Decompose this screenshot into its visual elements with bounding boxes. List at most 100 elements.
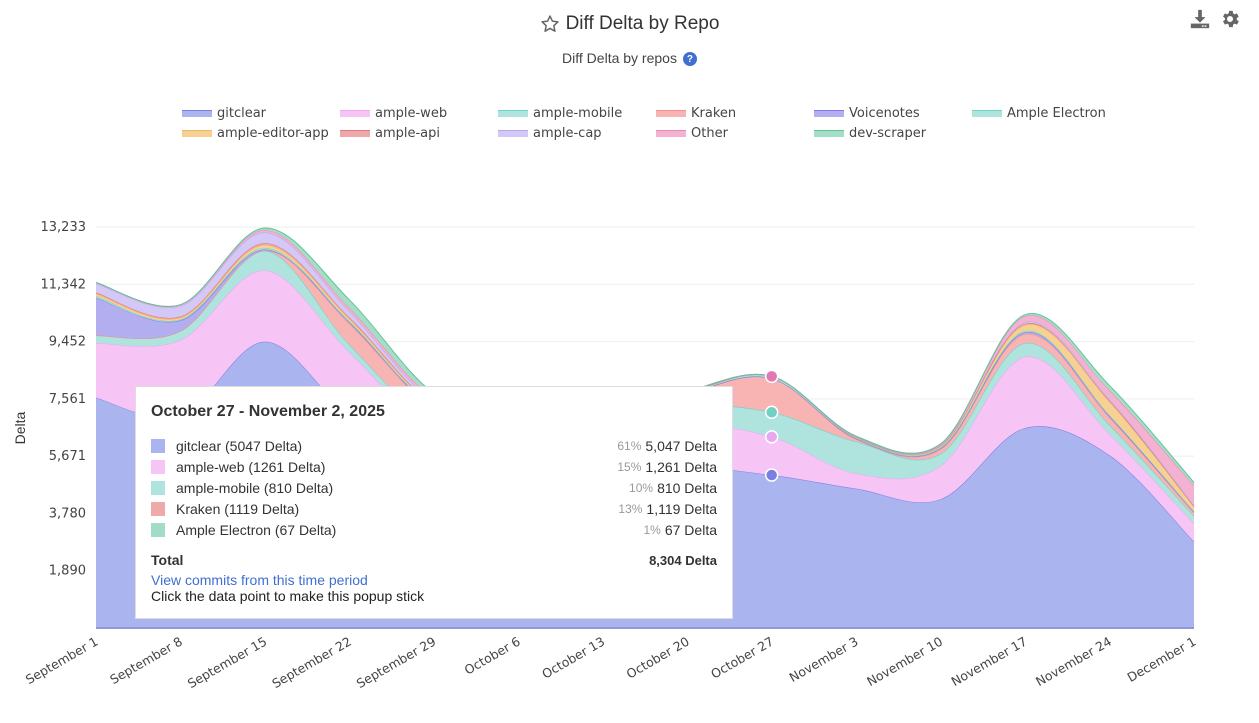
legend-item[interactable]: ample-cap xyxy=(498,124,656,142)
x-tick-label: November 3 xyxy=(787,634,861,685)
legend-swatch xyxy=(656,129,686,137)
chart-title: Diff Delta by Repo xyxy=(565,13,720,34)
hover-marker xyxy=(764,369,779,384)
x-tick-label: September 8 xyxy=(107,634,185,688)
tooltip-swatch xyxy=(151,480,165,495)
x-tick-label: September 29 xyxy=(354,634,439,691)
tooltip-row: Kraken (1119 Delta) 13% 1,119 Delta xyxy=(151,498,717,519)
tooltip-title: October 27 - November 2, 2025 xyxy=(151,403,385,420)
y-tick-label: 9,452 xyxy=(49,335,86,350)
tooltip-row-value: 1,261 Delta xyxy=(645,458,717,475)
tooltip-row-label: Kraken (1119 Delta) xyxy=(176,500,300,517)
chart-legend: gitclear ample-web ample-mobile Kraken Voice… xyxy=(182,104,1142,142)
legend-item[interactable]: ample-web xyxy=(340,104,498,122)
legend-item[interactable]: Kraken xyxy=(656,104,814,122)
tooltip-total-value: 8,304 Delta xyxy=(649,552,717,568)
legend-label: Other xyxy=(691,125,728,141)
y-tick-label: 1,890 xyxy=(49,564,86,579)
star-icon[interactable] xyxy=(540,14,560,34)
chart-subtitle-row: Diff Delta by repos ? xyxy=(0,50,1259,66)
x-tick-label: November 10 xyxy=(864,634,945,689)
legend-swatch xyxy=(340,109,370,117)
legend-item[interactable]: Other xyxy=(656,124,814,142)
tooltip-row-value: 810 Delta xyxy=(657,479,717,496)
tooltip-swatch xyxy=(151,459,165,474)
y-tick-label: 7,561 xyxy=(49,392,86,407)
legend-item[interactable]: ample-mobile xyxy=(498,104,656,122)
legend-item[interactable]: dev-scraper xyxy=(814,124,972,142)
x-tick-label: October 13 xyxy=(539,634,607,682)
y-axis: 1,890 3,780 5,671 7,561 9,452 11,342 13,233 xyxy=(41,220,87,579)
legend-label: dev-scraper xyxy=(849,125,927,141)
legend-item[interactable]: ample-api xyxy=(340,124,498,142)
x-tick-label: September 22 xyxy=(269,634,354,691)
hover-markers xyxy=(764,369,779,482)
tooltip-row: Ample Electron (67 Delta) 1% 67 Delta xyxy=(151,519,717,540)
tooltip-row-label: ample-mobile (810 Delta) xyxy=(176,479,334,496)
tooltip-swatch xyxy=(151,438,165,453)
y-tick-label: 5,671 xyxy=(49,449,86,464)
y-tick-label: 11,342 xyxy=(41,277,87,292)
x-tick-label: September 15 xyxy=(185,634,270,691)
tooltip-rows: gitclear (5047 Delta) 61% 5,047 Delta ample… xyxy=(151,435,717,540)
legend-label: Voicenotes xyxy=(849,105,920,121)
chart-toolbar xyxy=(1189,8,1241,30)
tooltip-row: ample-mobile (810 Delta) 10% 810 Delta xyxy=(151,477,717,498)
hover-marker xyxy=(764,468,779,482)
help-icon[interactable]: ? xyxy=(682,52,697,66)
legend-label: ample-mobile xyxy=(533,105,623,121)
legend-label: ample-api xyxy=(375,125,441,141)
legend-swatch xyxy=(814,109,844,117)
legend-item[interactable]: Ample Electron xyxy=(972,104,1130,122)
legend-swatch xyxy=(498,129,528,137)
tooltip-row-percent: 13% xyxy=(618,501,643,516)
tooltip-row-value: 5,047 Delta xyxy=(645,437,717,454)
legend-swatch xyxy=(182,129,212,137)
x-tick-label: December 1 xyxy=(1125,634,1199,685)
legend-swatch xyxy=(656,109,686,117)
tooltip-row-percent: 15% xyxy=(617,459,642,474)
legend-label: Kraken xyxy=(691,105,737,121)
x-tick-label: November 24 xyxy=(1033,634,1114,689)
tooltip-row: ample-web (1261 Delta) 15% 1,261 Delta xyxy=(151,456,717,477)
legend-item[interactable]: gitclear xyxy=(182,104,340,122)
gear-icon[interactable] xyxy=(1219,8,1241,30)
x-tick-label: October 27 xyxy=(708,634,776,682)
y-tick-label: 3,780 xyxy=(49,506,86,521)
legend-swatch xyxy=(972,109,1002,117)
tooltip-swatch xyxy=(151,522,165,537)
tooltip-total-row: Total 8,304 Delta xyxy=(151,550,717,570)
y-tick-label: 13,233 xyxy=(41,220,87,235)
tooltip-row-label: ample-web (1261 Delta) xyxy=(176,458,326,475)
legend-label: gitclear xyxy=(217,105,267,121)
x-tick-label: October 20 xyxy=(624,634,692,682)
tooltip-row-percent: 61% xyxy=(617,438,642,453)
tooltip-swatch xyxy=(151,501,165,516)
legend-label: Ample Electron xyxy=(1007,105,1106,121)
hover-marker xyxy=(764,405,779,420)
tooltip-row-label: Ample Electron (67 Delta) xyxy=(176,521,337,538)
legend-label: ample-editor-app xyxy=(217,125,329,141)
x-tick-label: September 1 xyxy=(23,634,101,688)
tooltip-hint: Click the data point to make this popup … xyxy=(151,588,425,604)
view-commits-link[interactable]: View commits from this time period xyxy=(151,572,368,588)
tooltip-row: gitclear (5047 Delta) 61% 5,047 Delta xyxy=(151,435,717,456)
legend-swatch xyxy=(182,109,212,117)
legend-swatch xyxy=(340,129,370,137)
x-tick-label: November 17 xyxy=(949,634,1030,689)
download-icon[interactable] xyxy=(1189,8,1211,30)
legend-item[interactable]: ample-editor-app xyxy=(182,124,340,142)
x-axis: September 1 September 8 September 15 Septem… xyxy=(23,627,1199,691)
legend-label: ample-cap xyxy=(533,125,602,141)
legend-swatch xyxy=(498,109,528,117)
tooltip-row-percent: 1% xyxy=(643,522,661,537)
tooltip-row-value: 1,119 Delta xyxy=(646,500,717,517)
hover-marker xyxy=(764,430,779,444)
tooltip-row-label: gitclear (5047 Delta) xyxy=(176,437,303,454)
x-tick-label: October 6 xyxy=(462,634,523,678)
legend-swatch xyxy=(814,129,844,137)
hover-tooltip: October 27 - November 2, 2025 gitclear (… xyxy=(135,386,733,619)
legend-item[interactable]: Voicenotes xyxy=(814,104,972,122)
y-axis-label: Delta xyxy=(12,411,28,444)
legend-label: ample-web xyxy=(375,105,448,121)
